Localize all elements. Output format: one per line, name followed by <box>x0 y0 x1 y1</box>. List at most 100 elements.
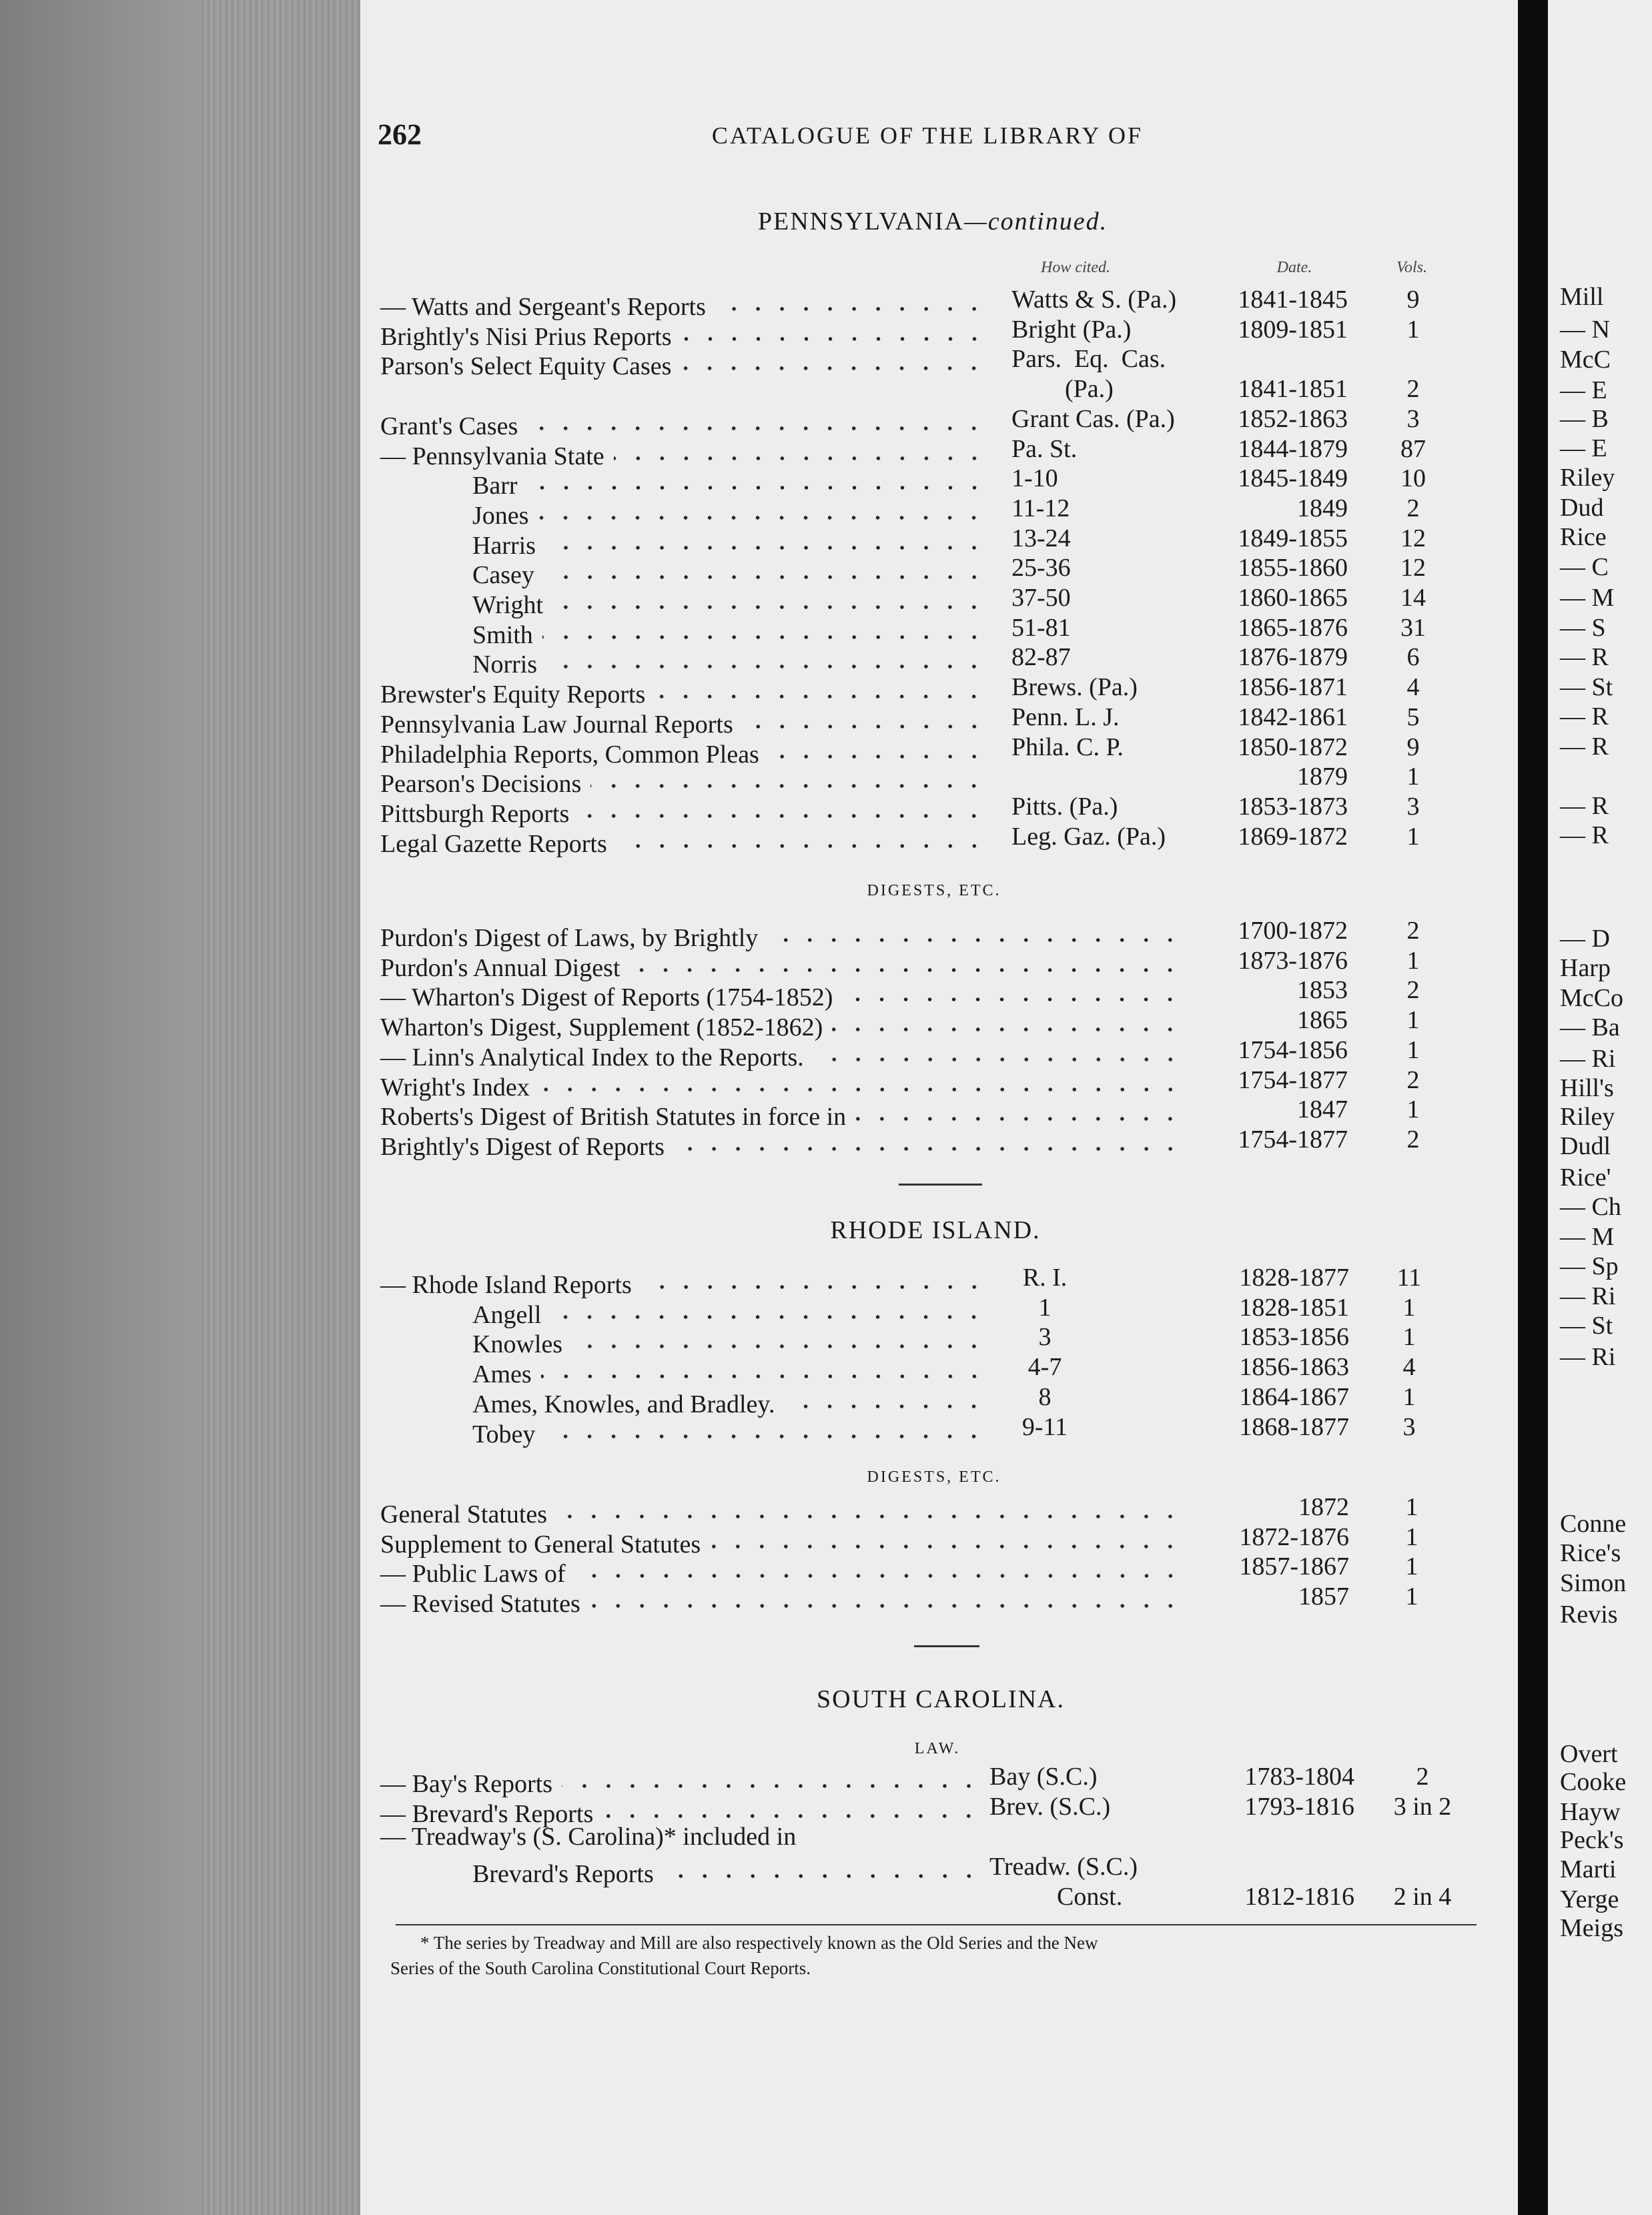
facing-page-fragment: — R <box>1560 733 1609 761</box>
pa-digest-entry: Wharton's Digest, Supplement (1852-1862)… <box>0 1005 1652 1041</box>
dot-leader <box>543 553 986 584</box>
entry-vols: 2 <box>1406 375 1420 404</box>
entry-date: 1700-1872 <box>1238 917 1348 945</box>
dot-leader <box>602 1792 981 1822</box>
entry-date: 1869-1872 <box>1238 822 1348 851</box>
facing-page-fragment: — St <box>1560 1312 1613 1340</box>
facing-page-fragment: — Ri <box>1560 1045 1616 1073</box>
entry-title: Tobey <box>472 1420 536 1448</box>
dot-leader <box>842 975 1182 1006</box>
section-heading-pennsylvania: PENNSYLVANIA—continued. <box>758 207 1108 236</box>
how-cited: 1-10 <box>1011 464 1058 493</box>
book-gutter <box>1518 0 1548 2215</box>
how-cited: Pars. Eq. Cas. <box>1011 345 1166 374</box>
entry-date: 1841-1851 <box>1238 375 1348 404</box>
facing-page-fragment: Meigs <box>1560 1914 1623 1942</box>
entry-title: Wharton's Digest, Supplement (1852-1862) <box>380 1013 823 1042</box>
how-cited: Watts & S. (Pa.) <box>1011 286 1177 314</box>
facing-page-fragment: — Ri <box>1560 1343 1616 1371</box>
pa-entry: Wright 37-50 1860-1865 14 <box>0 583 1652 619</box>
entry-title-with-leader: Parson's Select Equity Cases <box>380 344 986 380</box>
entry-date: 1857 <box>1298 1583 1349 1611</box>
entry-date: 1754-1856 <box>1238 1035 1348 1064</box>
page-stack-edge <box>0 0 360 2215</box>
entry-title: — Watts and Sergeant's Reports <box>380 293 706 321</box>
entry-vols: 1 <box>1402 1323 1416 1352</box>
dot-leader <box>784 1382 986 1412</box>
pa-entry: (Pa.) 1841-1851 2 <box>0 374 1652 404</box>
dot-leader <box>710 1522 1182 1553</box>
entry-date: 1844-1879 <box>1238 434 1348 463</box>
ri-entry: Ames 4-7 1856-1863 4 <box>0 1352 1652 1388</box>
entry-date: 1856-1863 <box>1239 1353 1349 1382</box>
entry-title: Brevard's Reports <box>472 1860 654 1888</box>
entry-vols: 9 <box>1406 733 1420 761</box>
entry-title-with-leader: General Statutes <box>380 1492 1182 1528</box>
entry-title: Brightly's Digest of Reports <box>380 1132 665 1161</box>
entry-date: 1847 <box>1297 1095 1348 1124</box>
dot-leader <box>556 1492 1182 1522</box>
facing-page-fragment: Peck's <box>1560 1826 1624 1854</box>
pa-digest-entry: Roberts's Digest of British Statutes in … <box>0 1095 1652 1131</box>
facing-page-fragment: Rice' <box>1560 1164 1611 1192</box>
entry-title: Jones <box>472 501 529 530</box>
pa-entry: Brewster's Equity Reports Brews. (Pa.) 185… <box>0 673 1652 709</box>
facing-page-fragment: Mill <box>1560 283 1604 311</box>
entry-title: Legal Gazette Reports <box>380 829 607 858</box>
how-cited: 37-50 <box>1011 584 1071 612</box>
pa-digest-entry: Brightly's Digest of Reports 1754-1877 2 <box>0 1124 1652 1161</box>
ri-entry: Ames, Knowles, and Bradley. 8 1864-1867 1 <box>0 1382 1652 1418</box>
dot-leader <box>542 612 986 643</box>
dot-leader <box>655 673 986 703</box>
dot-leader <box>641 1263 986 1293</box>
entry-title: Brightly's Nisi Prius Reports <box>380 322 672 351</box>
facing-page-fragment: — Ch <box>1560 1193 1621 1221</box>
how-cited: Brev. (S.C.) <box>989 1793 1111 1821</box>
entry-date: 1853-1856 <box>1239 1323 1349 1352</box>
dot-leader <box>681 344 986 375</box>
page-number: 262 <box>378 118 422 151</box>
how-cited: 13-24 <box>1011 524 1071 552</box>
dot-leader <box>589 1582 1182 1613</box>
entry-date: 1809-1851 <box>1238 315 1348 344</box>
dot-leader <box>574 1552 1182 1583</box>
dot-leader <box>742 702 986 733</box>
ri-entry: Tobey 9-11 1868-1877 3 <box>0 1412 1652 1448</box>
how-cited: Phila. C. P. <box>1011 733 1124 761</box>
entry-title-with-leader: — Treadway's (S. Carolina)* included in <box>380 1822 981 1852</box>
entry-title: Angell <box>472 1300 542 1329</box>
facing-page-fragment: — E <box>1560 376 1607 404</box>
ri-digest-entry: — Public Laws of 1857-1867 1 <box>0 1552 1652 1588</box>
entry-title-with-leader: — Revised Statutes <box>380 1582 1182 1618</box>
ri-entry: Angell 1 1828-1851 1 <box>0 1292 1652 1329</box>
entry-title-with-leader: Brightly's Digest of Reports <box>380 1124 1182 1161</box>
entry-vols: 1 <box>1406 315 1420 344</box>
how-cited: 9-11 <box>1021 1412 1068 1441</box>
facing-page-fragment: Simon <box>1560 1569 1627 1597</box>
entry-vols: 1 <box>1405 1522 1418 1551</box>
facing-page-fragment: — R <box>1560 643 1609 671</box>
entry-date: 1849 <box>1297 494 1348 522</box>
entry-title-with-leader: Ames <box>472 1352 986 1388</box>
pa-digest-entry: — Wharton's Digest of Reports (1754-1852… <box>0 975 1652 1011</box>
entry-title: Barr <box>472 472 518 500</box>
entry-vols: 12 <box>1400 524 1426 552</box>
entry-title-with-leader: Wharton's Digest, Supplement (1852-1862) <box>380 1005 1182 1041</box>
entry-title-with-leader: — Rhode Island Reports <box>380 1263 986 1299</box>
pa-digest-entry: Wright's Index 1754-1877 2 <box>0 1065 1652 1101</box>
dot-leader <box>544 523 986 554</box>
entry-title-with-leader: Brevard's Reports <box>472 1852 981 1888</box>
pa-entry: Philadelphia Reports, Common Pleas Phila.… <box>0 732 1652 769</box>
entry-title-with-leader: — Brevard's Reports <box>380 1792 981 1828</box>
facing-page-fragment: McCo <box>1560 984 1623 1012</box>
entry-title-with-leader: Roberts's Digest of British Statutes in … <box>380 1095 1182 1131</box>
entry-title: Grant's Cases <box>380 412 518 440</box>
entry-date: 1872-1876 <box>1239 1522 1349 1551</box>
entry-title-with-leader: Jones <box>472 493 986 530</box>
entry-title: Pearson's Decisions <box>380 770 582 799</box>
facing-page-fragment: — E <box>1560 434 1607 462</box>
facing-page-fragment: — R <box>1560 703 1609 731</box>
entry-title-with-leader: Tobey <box>472 1412 986 1448</box>
column-header-how-cited: How cited. <box>1041 259 1110 276</box>
entry-vols: 2 <box>1406 1065 1420 1094</box>
